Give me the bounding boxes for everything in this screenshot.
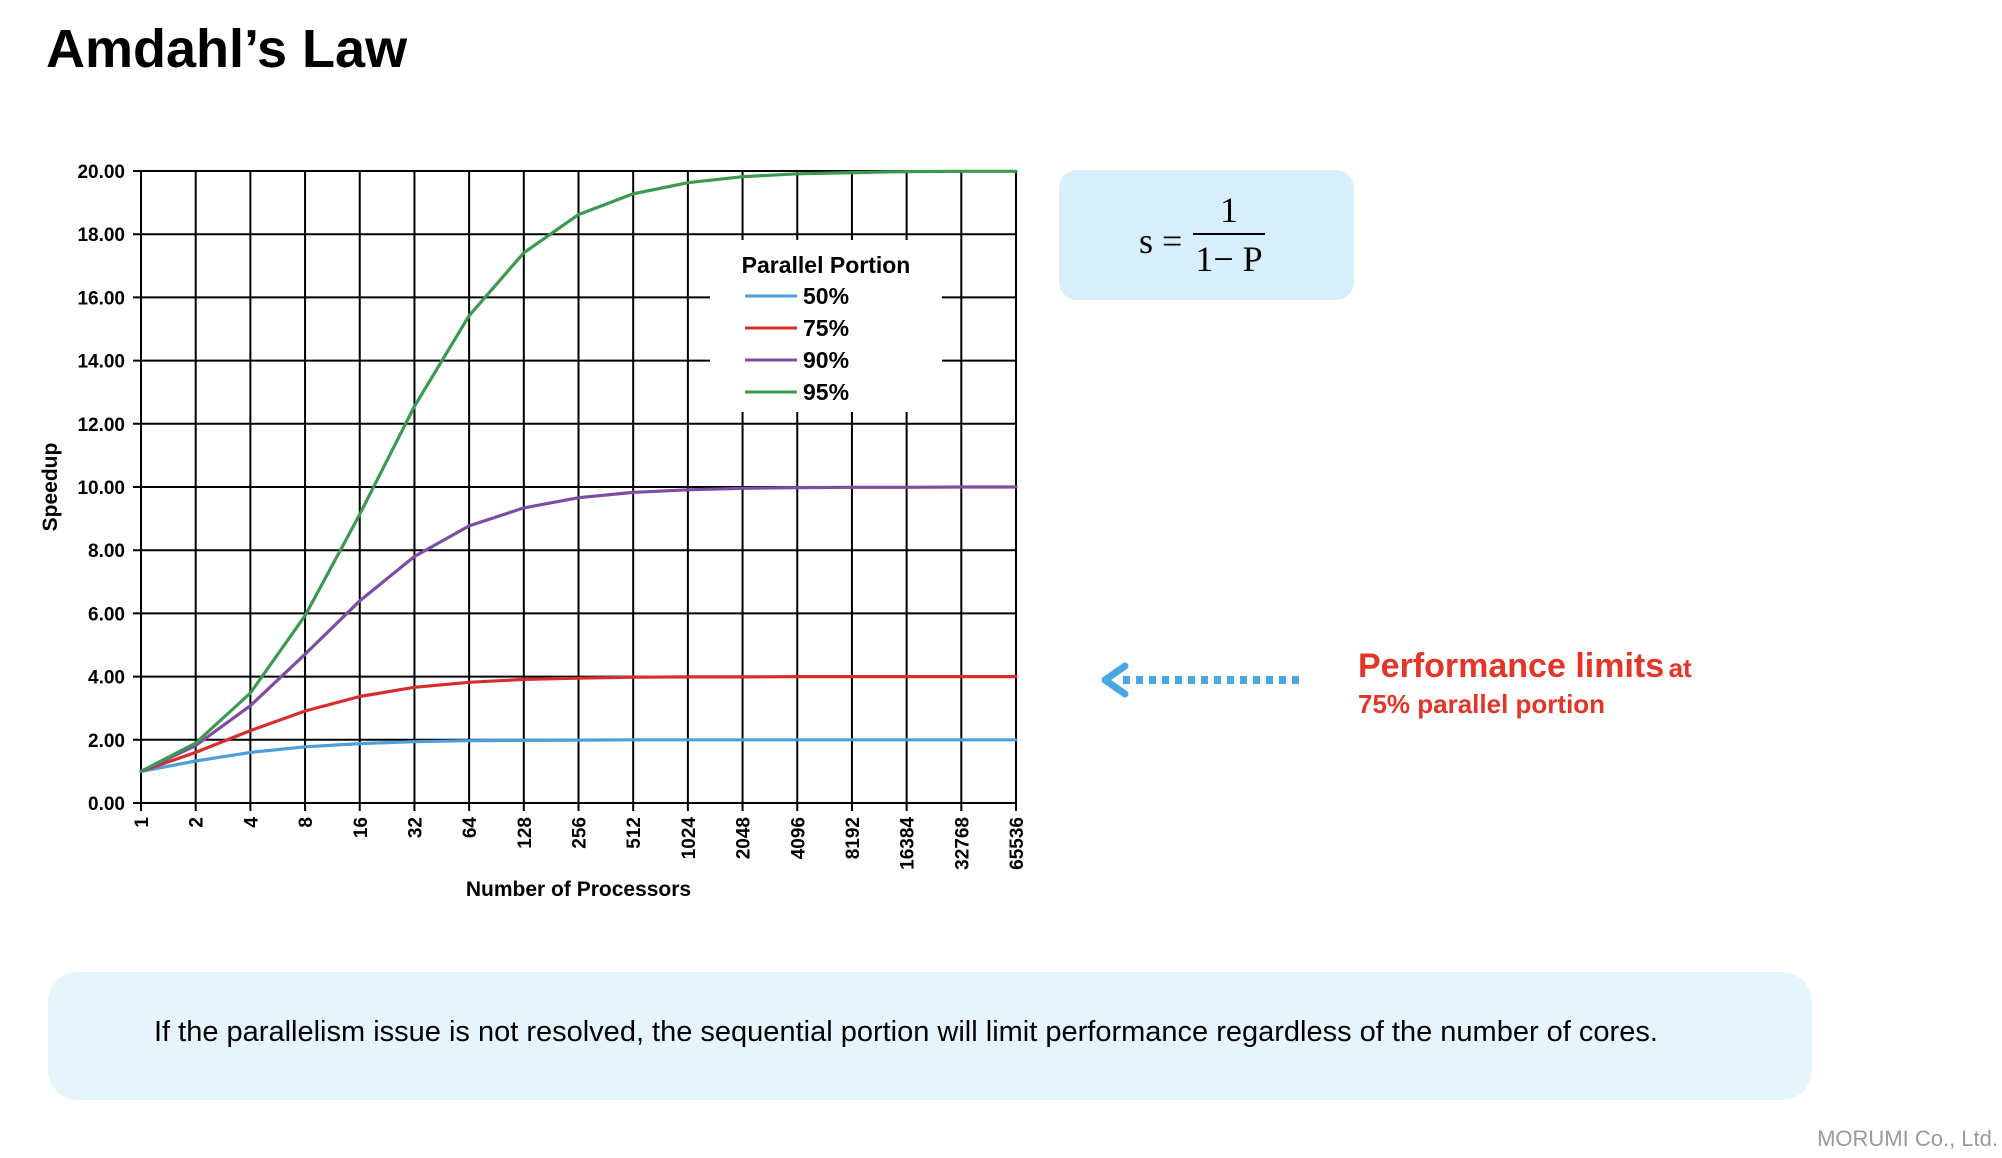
callout-line2: 75% parallel portion (1358, 688, 1606, 719)
x-tick-label: 4 (241, 817, 262, 828)
legend-box (710, 240, 942, 412)
formula-lhs: s = (1139, 221, 1183, 261)
x-tick-label: 512 (624, 817, 645, 849)
y-tick-label: 10.00 (77, 478, 125, 499)
x-tick-label: 1 (132, 817, 153, 828)
x-tick-label: 256 (570, 817, 591, 849)
y-tick-label: 2.00 (88, 731, 125, 752)
formula-box: s = 1 1− P (1059, 170, 1354, 300)
page-title: Amdahl’s Law (46, 19, 408, 79)
formula-fraction: 1 1− P (1193, 190, 1265, 279)
x-tick-label: 16 (351, 817, 372, 838)
y-tick-label: 14.00 (77, 352, 125, 373)
y-tick-label: 12.00 (77, 415, 125, 436)
footer-copyright: MORUMI Co., Ltd. (1817, 1126, 1998, 1151)
legend-entry: 50% (803, 283, 849, 309)
y-tick-label: 0.00 (88, 794, 125, 815)
legend-entry: 95% (803, 379, 849, 405)
x-tick-label: 8192 (843, 817, 864, 859)
series-line-50 (139, 738, 1018, 774)
y-tick-label: 4.00 (88, 668, 125, 689)
x-tick-label: 2 (187, 817, 208, 828)
x-tick-label: 8 (296, 817, 317, 828)
x-tick-label: 16384 (898, 817, 919, 870)
formula-numerator: 1 (1220, 190, 1238, 230)
formula-denominator: 1− P (1195, 239, 1263, 279)
callout-main: Performance limits (1358, 647, 1665, 685)
dotted-arrow-left-icon (1101, 662, 1305, 698)
y-tick-label: 20.00 (77, 162, 125, 183)
legend-entry: 75% (803, 315, 849, 341)
fraction-bar (1193, 233, 1265, 235)
legend-entry: 90% (803, 347, 849, 373)
x-tick-label: 32768 (952, 817, 973, 870)
x-tick-label: 64 (460, 817, 481, 839)
y-tick-label: 6.00 (88, 604, 125, 625)
series-line-95 (139, 169, 1018, 774)
y-tick-label: 8.00 (88, 541, 125, 562)
x-tick-label: 65536 (1007, 817, 1028, 870)
legend-title: Parallel Portion (742, 252, 911, 278)
y-tick-label: 16.00 (77, 288, 125, 309)
performance-callout: Performance limits at 75% parallel porti… (1358, 645, 1692, 720)
series-line-90 (139, 485, 1018, 774)
x-tick-label: 1024 (679, 817, 700, 860)
x-tick-label: 2048 (734, 817, 755, 859)
note-text: If the parallelism issue is not resolved… (154, 1016, 1658, 1048)
x-tick-label: 32 (405, 817, 426, 838)
speedup-chart: 0.00 2.00 4.00 6.00 8.00 10.00 12.00 14.00 16.00… (39, 162, 1028, 901)
y-axis-title: Speedup (39, 443, 62, 532)
x-tick-label: 128 (515, 817, 536, 849)
x-axis-title: Number of Processors (466, 878, 691, 901)
note-box: If the parallelism issue is not resolved… (48, 972, 1812, 1100)
x-tick-label: 4096 (788, 817, 809, 859)
series-line-75 (139, 674, 1018, 774)
y-tick-label: 18.00 (77, 225, 125, 246)
callout-suffix: at (1668, 653, 1692, 683)
